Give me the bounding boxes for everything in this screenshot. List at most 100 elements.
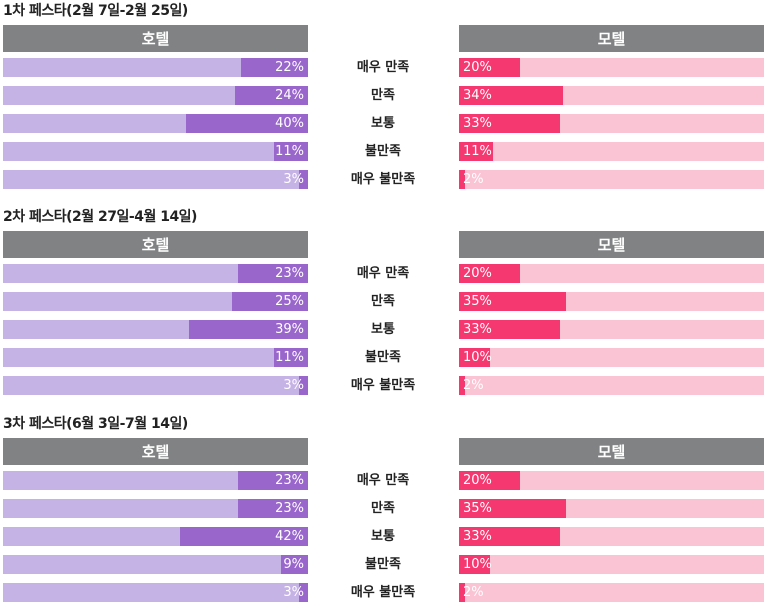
hotel-bar-track: 23% [3,471,308,490]
hotel-bar [274,348,308,367]
motel-bar-track: 2% [459,170,764,189]
motel-bar [459,499,566,518]
data-label: 3% [283,172,304,187]
hotel-header: 호텔 [3,25,308,52]
hotel-bar [180,527,308,546]
data-label: 9% [283,557,304,572]
panel-title: 1차 페스타(2월 7일-2월 25일) [3,3,188,19]
motel-bar-track: 33% [459,114,764,133]
motel-bar [459,555,490,574]
hotel-bar [241,58,308,77]
data-label: 11% [463,144,492,159]
hotel-bar [238,264,308,283]
hotel-bar [235,86,308,105]
data-label: 23% [275,266,304,281]
data-label: 11% [275,144,304,159]
hotel-bar-track: 42% [3,527,308,546]
motel-bar-track: 2% [459,376,764,395]
motel-bar-track: 10% [459,348,764,367]
category-label: 불만족 [365,557,401,572]
data-label: 42% [275,529,304,544]
data-label: 2% [463,378,484,393]
category-label: 보통 [371,322,395,337]
hotel-bar-track: 11% [3,348,308,367]
data-label: 34% [463,88,492,103]
panel-title: 3차 페스타(6월 3일-7월 14일) [3,416,188,432]
category-label: 매우 만족 [356,473,410,488]
hotel-bar-track: 25% [3,292,308,311]
panel-title: 2차 페스타(2월 27일-4월 14일) [3,209,197,225]
data-label: 35% [463,294,492,309]
data-label: 11% [275,350,304,365]
data-label: 23% [275,501,304,516]
data-label: 3% [283,585,304,600]
category-label: 매우 만족 [356,60,410,75]
hotel-bar-track: 40% [3,114,308,133]
hotel-bar [186,114,308,133]
data-label: 2% [463,172,484,187]
hotel-header: 호텔 [3,438,308,465]
hotel-bar-track: 3% [3,583,308,602]
motel-bar [459,58,520,77]
motel-bar-track: 20% [459,264,764,283]
motel-bar-track: 20% [459,471,764,490]
category-label: 매우 불만족 [350,172,416,187]
data-label: 33% [463,322,492,337]
hotel-bar [281,555,308,574]
motel-bar-track: 34% [459,86,764,105]
motel-bar [459,114,560,133]
motel-bar [459,142,493,161]
data-label: 35% [463,501,492,516]
category-label: 만족 [371,88,395,103]
hotel-bar-track: 11% [3,142,308,161]
hotel-bar-track: 23% [3,499,308,518]
hotel-bar-track: 9% [3,555,308,574]
motel-bar-track: 35% [459,499,764,518]
category-label: 보통 [371,529,395,544]
motel-bar-track: 33% [459,320,764,339]
motel-bar [459,376,465,395]
category-label: 매우 불만족 [350,378,416,393]
hotel-bar-track: 3% [3,376,308,395]
data-label: 40% [275,116,304,131]
motel-bar [459,583,465,602]
motel-bar [459,264,520,283]
motel-bar [459,86,563,105]
category-label: 만족 [371,294,395,309]
motel-header: 모텔 [459,231,764,258]
motel-header: 모텔 [459,438,764,465]
motel-header: 모텔 [459,25,764,52]
motel-bar-track: 10% [459,555,764,574]
motel-bar [459,320,560,339]
data-label: 24% [275,88,304,103]
hotel-header: 호텔 [3,231,308,258]
motel-bar [459,348,490,367]
data-label: 3% [283,378,304,393]
hotel-bar [274,142,308,161]
data-label: 25% [275,294,304,309]
hotel-bar [299,376,308,395]
data-label: 22% [275,60,304,75]
category-label: 매우 불만족 [350,585,416,600]
category-label: 불만족 [365,350,401,365]
data-label: 10% [463,557,492,572]
hotel-bar [238,471,308,490]
hotel-bar [299,583,308,602]
hotel-bar [189,320,308,339]
hotel-bar-track: 22% [3,58,308,77]
data-label: 23% [275,473,304,488]
data-label: 33% [463,529,492,544]
hotel-bar [232,292,308,311]
data-label: 20% [463,60,492,75]
hotel-bar-track: 39% [3,320,308,339]
hotel-bar-track: 23% [3,264,308,283]
motel-bar-track: 35% [459,292,764,311]
data-label: 2% [463,585,484,600]
category-label: 만족 [371,501,395,516]
data-label: 10% [463,350,492,365]
data-label: 20% [463,266,492,281]
category-label: 매우 만족 [356,266,410,281]
hotel-bar-track: 3% [3,170,308,189]
